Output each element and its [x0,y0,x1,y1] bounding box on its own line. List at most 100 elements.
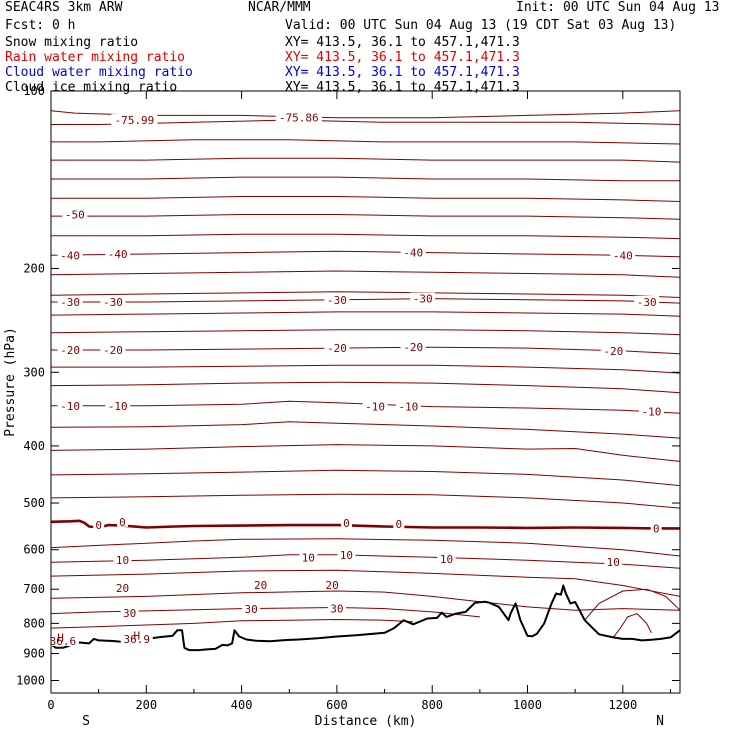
left-end-label: S [82,714,90,729]
y-tick-label-900: 900 [23,647,45,661]
contour-label-bg-27 [113,554,132,566]
contour-label-0: -75.99 [115,114,155,127]
x-axis-title: Distance (km) [315,714,417,729]
y-tick-label-800: 800 [23,616,45,630]
contour-label-12: -20 [60,344,80,357]
contour-label-26: 0 [653,522,660,535]
init-time: Init: 00 UTC Sun 04 Aug 13 [516,0,720,15]
isotherm-line-7 [51,233,680,240]
y-tick-label-1000: 1000 [16,674,45,688]
plot-area: -75.99 -75.86 -50 -40 -40 -40 -40 -30 -30 -30 -30 -… [50,110,680,652]
contour-label-24: 0 [343,517,350,530]
contour-label-bg-4 [105,247,131,259]
isotherm-line-3 [51,157,680,163]
isotherm-line-26 [51,607,480,618]
contour-label-bg-31 [604,556,623,568]
contour-label-bg-28 [299,551,318,563]
y-axis-title: Pressure (hPa) [3,327,18,437]
contour-label-bg-35 [120,606,139,618]
contour-label-bg-18 [105,399,131,411]
y-tick-label-600: 600 [23,543,45,557]
freezing_level-line-30 [51,519,680,530]
x-tick-label-0: 0 [47,698,54,712]
contour-label-2: -50 [65,209,85,222]
contour-label-bg-39 [120,633,153,645]
y-tick-label-400: 400 [23,439,45,453]
y-tick-label-500: 500 [23,496,45,510]
isotherm-line-13 [51,329,680,336]
isotherm-line-11 [51,298,680,304]
contour-label-bg-1 [275,111,322,123]
field-xy-snow: XY= 413.5, 36.1 to 457.1,471.3 [285,35,520,50]
x-tick-label-800: 800 [421,698,443,712]
contour-label-bg-2 [62,208,88,220]
contour-label-bg-25 [393,518,405,530]
valid-time: Valid: 00 UTC Sun 04 Aug 13 (19 CDT Sat … [285,18,677,33]
isotherm-line-29 [612,613,652,638]
contour-label-17: -10 [60,400,80,413]
contour-label-bg-21 [638,405,664,417]
y-tick-label-300: 300 [23,365,45,379]
contour-label-bg-38 [51,635,79,647]
isotherm-line-6 [51,214,680,220]
contour-label-bg-23 [116,515,128,527]
isotherm-line-17 [51,400,680,414]
contour-label-23: 0 [119,516,126,529]
contour-label-bg-15 [400,341,426,353]
contour-label-13: -20 [103,344,123,357]
extrema-label-0: H [57,632,64,645]
contour-label-bg-36 [242,603,261,615]
contour-label-20: -10 [398,401,418,414]
contour-label-6: -40 [613,249,633,262]
contour-label-bg-3 [57,249,83,261]
isotherm-line-8 [51,250,680,258]
isotherm-line-15 [51,364,680,374]
contour-label-16: -20 [603,345,623,358]
field-label-cloud-water: Cloud water mixing ratio [5,65,193,80]
contour-label-4: -40 [108,248,128,261]
contour-label-34: 20 [326,579,339,592]
x-tick-label-600: 600 [326,698,348,712]
isotherm-line-12 [51,311,680,317]
y-tick-label-top: 100 [23,84,45,98]
contour-label-bg-12 [57,343,83,355]
contour-label-22: 0 [95,519,102,532]
contour-label-bg-20 [395,400,421,412]
isotherm-line-9 [51,270,680,278]
model-title: SEAC4RS 3km ARW [5,0,123,15]
contour-label-29: 10 [340,549,353,562]
plot-frame [50,90,681,694]
isotherm-line-20 [51,469,680,487]
contour-label-9: -30 [327,294,347,307]
contour-label-bg-17 [57,399,83,411]
contour-label-bg-10 [410,292,436,304]
contour-label-bg-30 [437,552,456,564]
contour-label-28: 10 [302,551,315,564]
contour-label-21: -10 [641,406,661,419]
contour-label-5: -40 [403,247,423,260]
isotherm-line-18 [51,421,680,439]
contour-label-31: 10 [607,556,620,569]
contour-label-bg-5 [400,246,426,258]
y-tick-label-700: 700 [23,582,45,596]
x-tick-label-1000: 1000 [513,698,542,712]
org-title: NCAR/MMM [248,0,311,15]
contour-label-bg-6 [610,249,636,261]
contour-label-bg-33 [251,578,270,590]
contour-label-bg-7 [57,296,83,308]
isotherm-line-28 [584,588,680,621]
contour-label-8: -30 [103,296,123,309]
isotherm-line-24 [51,569,680,597]
contour-label-38: 36.6 [50,635,77,648]
contour-label-bg-32 [113,582,132,594]
contour-label-bg-24 [340,516,352,528]
x-tick-label-200: 200 [135,698,157,712]
contour-label-bg-16 [600,344,626,356]
isotherm-line-4 [51,176,680,182]
contour-label-bg-37 [327,602,346,614]
contour-label-11: -30 [637,296,657,309]
contour-label-39: 36.9 [124,633,151,646]
contour-label-1: -75.86 [279,112,319,125]
contour-label-18: -10 [108,400,128,413]
